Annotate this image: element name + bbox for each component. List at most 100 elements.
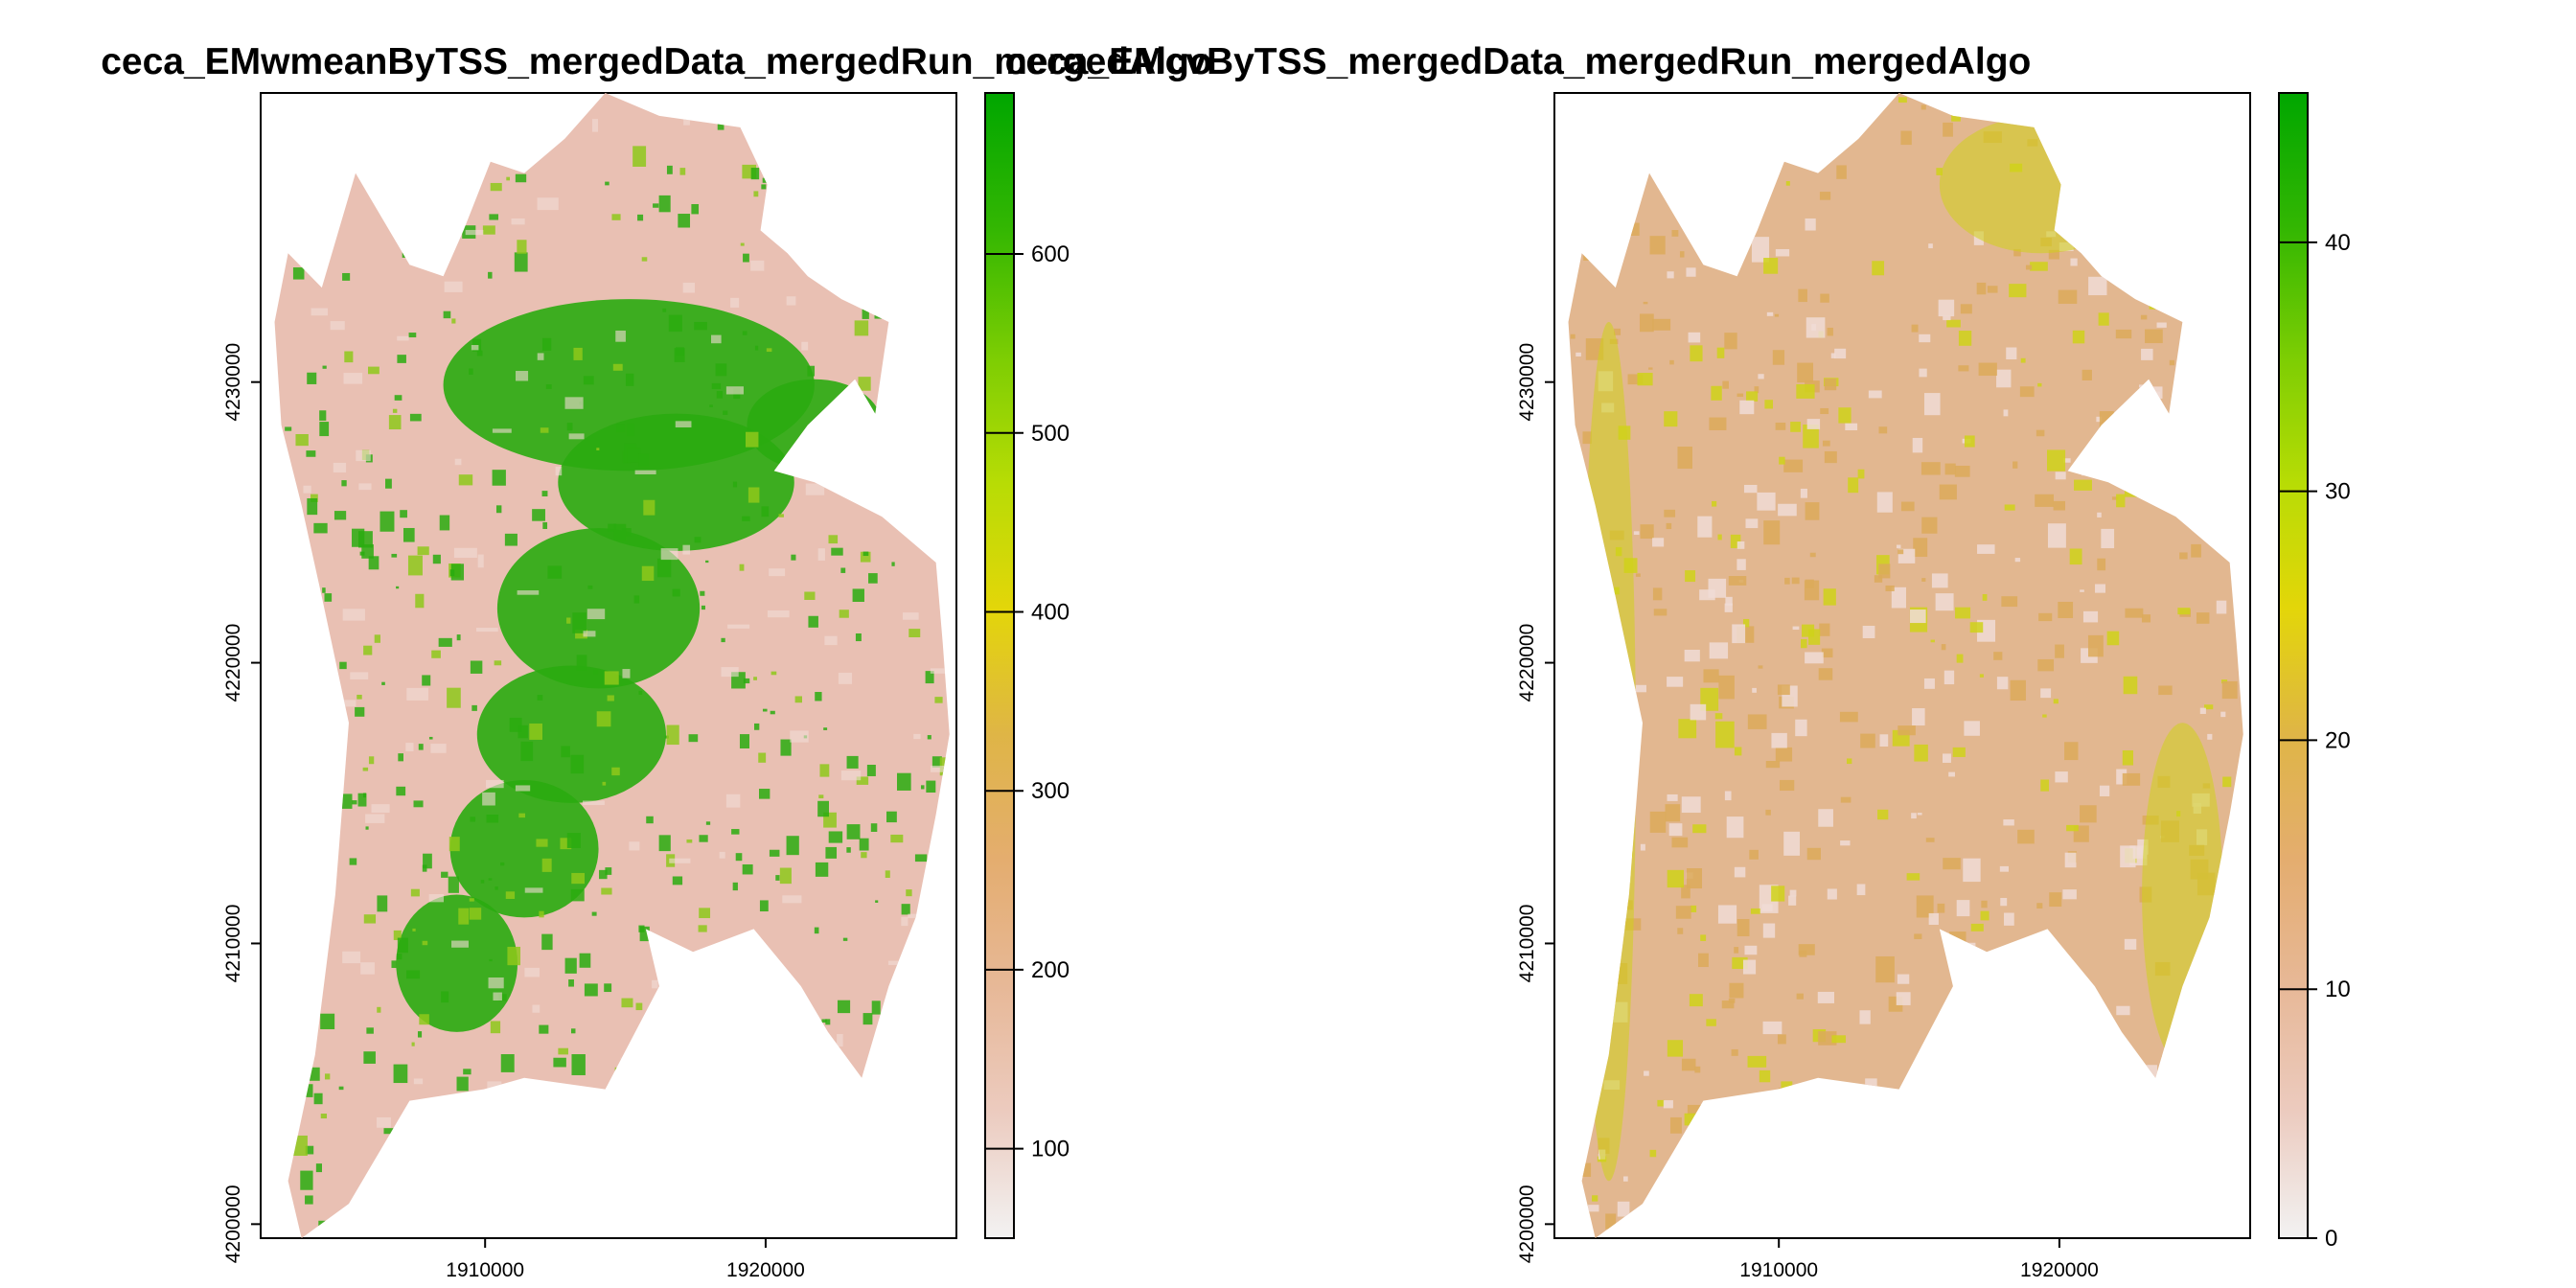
raster-cell: [826, 1070, 840, 1087]
raster-cell: [494, 660, 502, 666]
raster-cell: [1817, 991, 1835, 1003]
raster-cell: [776, 978, 789, 987]
raster-cell: [1734, 866, 1746, 878]
raster-cell: [458, 474, 473, 486]
raster-cell: [808, 238, 816, 248]
raster-cell: [469, 898, 474, 902]
raster-cell: [813, 208, 824, 220]
raster-cell: [1728, 96, 1740, 113]
raster-cell: [406, 970, 421, 979]
raster-cell: [1667, 1040, 1684, 1057]
raster-cell: [2066, 998, 2083, 1016]
raster-cell: [874, 309, 887, 319]
raster-cell: [365, 814, 385, 823]
raster-cell: [698, 925, 707, 932]
raster-cell: [1758, 374, 1764, 380]
raster-cell: [742, 331, 748, 335]
raster-cell: [397, 937, 408, 954]
raster-cell: [2013, 248, 2021, 257]
raster-cell: [2206, 986, 2215, 996]
raster-cell: [695, 1097, 712, 1102]
raster-cell: [313, 899, 319, 903]
raster-cell: [743, 1097, 747, 1103]
raster-cell: [319, 410, 327, 421]
raster-cell: [823, 727, 828, 730]
color-legend: 0 10 20 30 40: [2278, 92, 2351, 1252]
raster-cell: [506, 176, 510, 181]
raster-cell: [1598, 668, 1617, 683]
raster-cell: [423, 853, 432, 869]
raster-cell: [653, 203, 659, 208]
raster-cell: [878, 1158, 891, 1169]
raster-cell: [629, 841, 640, 851]
raster-cell: [856, 776, 869, 785]
raster-cell: [278, 707, 284, 715]
raster-cell: [505, 891, 516, 899]
raster-cell: [1943, 858, 1961, 870]
raster-cell: [879, 416, 894, 431]
raster-cell: [1724, 791, 1732, 801]
raster-cell: [422, 864, 427, 872]
raster-cell: [1571, 803, 1578, 809]
raster-cell: [1652, 318, 1671, 331]
raster-cell: [2197, 1057, 2207, 1070]
raster-cell: [342, 951, 361, 964]
raster-cell: [2204, 704, 2214, 710]
raster-cell: [575, 630, 587, 639]
raster-cell: [450, 1208, 462, 1215]
raster-cell: [2059, 1176, 2079, 1204]
high-value-zone: [396, 894, 518, 1032]
raster-cell: [902, 1024, 917, 1037]
raster-cell: [1639, 313, 1654, 333]
raster-cell: [2212, 368, 2221, 378]
raster-cell: [753, 191, 759, 197]
raster-cell: [897, 513, 911, 524]
legend-color-bar: [2278, 92, 2309, 1239]
raster-cell: [403, 1184, 412, 1190]
raster-cell: [1635, 684, 1646, 693]
raster-cell: [932, 756, 942, 768]
raster-cell: [1744, 99, 1762, 110]
raster-cell: [862, 309, 869, 319]
high-value-zone: [1939, 115, 2143, 254]
raster-cell: [1916, 895, 1934, 918]
raster-cell: [489, 214, 499, 220]
raster-cell: [1580, 1219, 1587, 1228]
raster-cell: [539, 1024, 549, 1034]
raster-cell: [599, 869, 608, 880]
raster-cell: [642, 1058, 653, 1072]
raster-cell: [1617, 1201, 1630, 1217]
raster-cell: [367, 132, 386, 146]
raster-cell: [391, 553, 398, 558]
raster-cell: [739, 734, 750, 748]
raster-cell: [2179, 552, 2188, 560]
raster-cell: [507, 1138, 520, 1152]
raster-cell: [310, 983, 319, 992]
raster-cell: [2186, 136, 2202, 146]
raster-cell: [537, 353, 544, 360]
raster-cell: [1822, 440, 1830, 447]
raster-cell: [860, 551, 871, 563]
raster-cell: [1743, 168, 1754, 173]
raster-cell: [310, 308, 329, 316]
raster-cell: [682, 282, 695, 293]
raster-cell: [310, 494, 318, 502]
raster-cell: [2080, 805, 2097, 823]
raster-cell: [396, 786, 406, 796]
raster-cell: [691, 203, 700, 215]
raster-cell: [587, 585, 593, 589]
raster-cell: [715, 363, 727, 377]
raster-cell: [2199, 707, 2206, 714]
raster-cell: [391, 960, 397, 969]
raster-cell: [1820, 407, 1829, 415]
raster-cell: [944, 115, 950, 128]
raster-cell: [366, 1027, 374, 1034]
raster-cell: [356, 1220, 360, 1224]
raster-cell: [1771, 886, 1785, 902]
raster-cell: [532, 509, 545, 521]
cv-raster: [1568, 93, 2243, 1238]
raster-cell: [605, 181, 610, 186]
raster-cell: [393, 930, 402, 940]
raster-cell: [769, 95, 775, 101]
raster-cell: [591, 119, 599, 132]
